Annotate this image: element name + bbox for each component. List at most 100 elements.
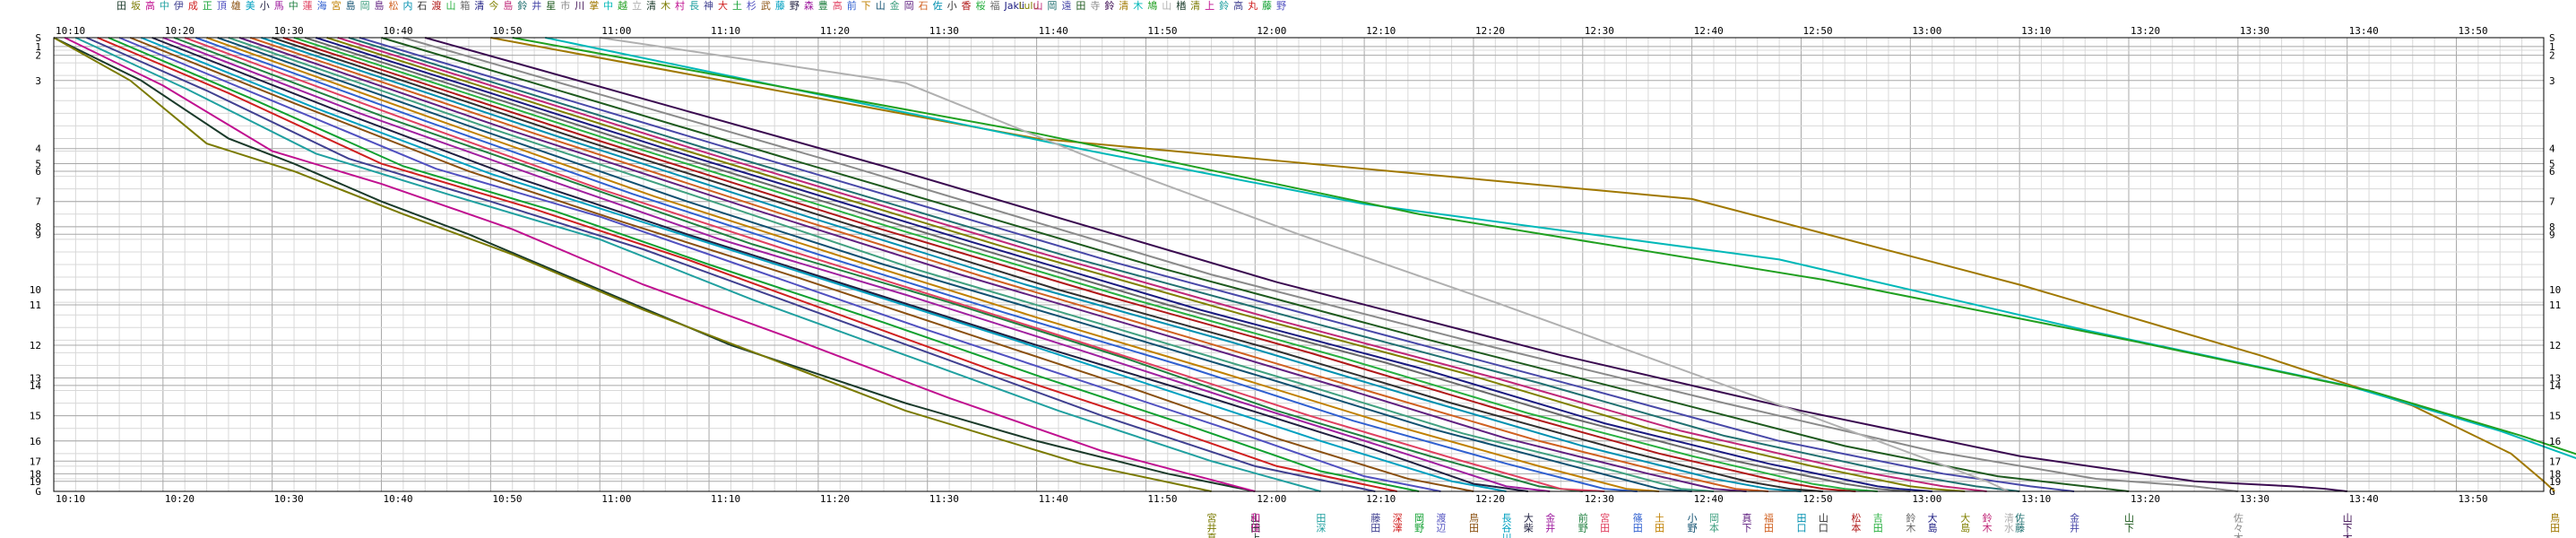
x-tick-label-bottom: 13:00 [1912, 493, 1941, 505]
runner-name-top: 清 [1119, 0, 1128, 12]
runner-name-top: 藤 [775, 0, 785, 12]
runner-name-top: 宮 [332, 0, 341, 12]
runner-name-top: 鈴 [1219, 0, 1229, 12]
runner-name-top: Lulu [1018, 0, 1039, 12]
runner-name-top: 木 [661, 0, 670, 12]
checkpoint-label-left: 13 [30, 373, 41, 385]
runner-name-top: 井 [532, 0, 541, 12]
runner-name-top: 掌 [589, 0, 599, 12]
series-line-32 [402, 37, 2238, 492]
runner-name-top: 石 [919, 0, 929, 12]
runner-name-top: 桜 [976, 0, 986, 12]
x-tick-label-top: 12:30 [1585, 25, 1614, 37]
runner-name-top: 海 [317, 0, 327, 12]
runner-name-finish: 鈴木 [1905, 512, 1916, 534]
runner-name-top: 馬 [274, 0, 284, 12]
runner-name-top: 野 [790, 0, 800, 12]
runner-name-finish: 土田 [1654, 513, 1665, 533]
checkpoint-label-left: 9 [35, 229, 41, 240]
runner-name-top: 石 [417, 0, 427, 12]
x-tick-label-bottom: 13:10 [2021, 493, 2051, 505]
checkpoint-label-right: 3 [2549, 75, 2555, 87]
runner-name-top: 前 [847, 0, 857, 12]
x-tick-label-top: 10:20 [165, 25, 194, 37]
series-line-5 [86, 37, 1376, 492]
runner-name-top: 野 [1276, 0, 1286, 12]
x-tick-label-bottom: 11:10 [711, 493, 740, 505]
runner-name-finish: 田深 [1315, 513, 1327, 533]
runner-name-finish: 鳥田 [1467, 512, 1479, 533]
x-tick-label-top: 11:50 [1147, 25, 1177, 37]
runner-name-top: 藤 [1262, 0, 1272, 12]
x-tick-label-top: 13:50 [2459, 25, 2488, 37]
x-tick-label-bottom: 12:10 [1366, 493, 1396, 505]
runner-name-finish: 藤田 [1370, 513, 1381, 533]
runner-name-finish: 大島 [1926, 512, 1938, 534]
runner-name-top: 美 [246, 0, 255, 12]
runner-name-finish: 渡辺 [1435, 512, 1447, 533]
runner-name-top: 村 [675, 0, 685, 12]
x-tick-label-bottom: 13:40 [2349, 493, 2379, 505]
checkpoint-label-right: S [2549, 32, 2555, 44]
checkpoint-label-right: 13 [2549, 373, 2561, 385]
series-line-11 [151, 37, 1529, 492]
x-tick-label-top: 12:20 [1475, 25, 1505, 37]
x-tick-label-top: 13:00 [1912, 25, 1941, 37]
x-tick-label-top: 13:20 [2131, 25, 2160, 37]
series-line-10 [141, 37, 1507, 492]
runner-name-top: 雄 [231, 0, 241, 12]
runner-name-finish: 前野 [1577, 512, 1588, 533]
checkpoint-label-left: 19 [30, 476, 41, 488]
checkpoint-label-right: 8 [2549, 221, 2555, 233]
series-line-4 [74, 37, 1321, 492]
series-lines [53, 37, 2576, 492]
series-line-36 [512, 37, 2576, 456]
x-tick-label-top: 11:30 [929, 25, 959, 37]
x-tick-label-bottom: 11:30 [929, 493, 959, 505]
runner-name-top: 正 [203, 0, 212, 12]
checkpoint-label-left: S [35, 32, 41, 44]
x-tick-label-bottom: 12:20 [1475, 493, 1505, 505]
series-line-23 [282, 37, 1856, 492]
checkpoint-label-left: 2 [35, 50, 41, 62]
series-line-26 [316, 37, 1932, 492]
runner-name-top: 大 [718, 0, 728, 12]
series-line-31 [381, 37, 2130, 492]
series-line-2 [53, 37, 1212, 492]
runner-name-top: 長 [689, 0, 699, 12]
checkpoint-label-right: 16 [2549, 436, 2561, 447]
runner-name-top: 高 [145, 0, 155, 12]
runner-name-top: 今 [488, 0, 498, 12]
runner-name-top: 土 [732, 0, 742, 12]
series-line-33 [424, 37, 2347, 492]
runner-name-top: 田 [117, 0, 126, 12]
runner-name-finish: 田口 [1795, 513, 1807, 533]
runner-name-top: 鈴 [517, 0, 527, 12]
series-line-18 [228, 37, 1715, 492]
runner-name-top: 中 [289, 0, 298, 12]
x-tick-label-bottom: 13:50 [2459, 493, 2488, 505]
runner-name-finish: 長谷川 [1500, 513, 1512, 538]
runner-name-top: 遠 [1061, 0, 1071, 12]
series-line-8 [118, 37, 1441, 492]
checkpoint-label-left: 12 [30, 340, 41, 351]
x-tick-label-top: 13:40 [2349, 25, 2379, 37]
runner-name-top: 島 [375, 0, 385, 12]
series-line-28 [337, 37, 1987, 492]
runner-name-top: 豊 [818, 0, 828, 12]
runner-name-finish: 岡野 [1413, 513, 1425, 533]
x-tick-label-bottom: 13:30 [2240, 493, 2269, 505]
x-tick-label-bottom: 10:10 [56, 493, 85, 505]
series-line-17 [217, 37, 1692, 492]
runner-name-top: 小 [260, 0, 270, 12]
checkpoint-label-left: 1 [35, 41, 41, 53]
runner-name-top: 山 [1162, 0, 1171, 12]
runner-name-top: 寺 [1090, 0, 1100, 12]
runner-name-finish: 吉田 [1871, 513, 1883, 533]
x-tick-label-top: 11:10 [711, 25, 740, 37]
runner-name-top: 小 [947, 0, 957, 12]
checkpoint-label-right: 10 [2549, 284, 2561, 296]
checkpoint-label-left: 15 [30, 411, 41, 422]
x-tick-label-top: 13:30 [2240, 25, 2269, 37]
